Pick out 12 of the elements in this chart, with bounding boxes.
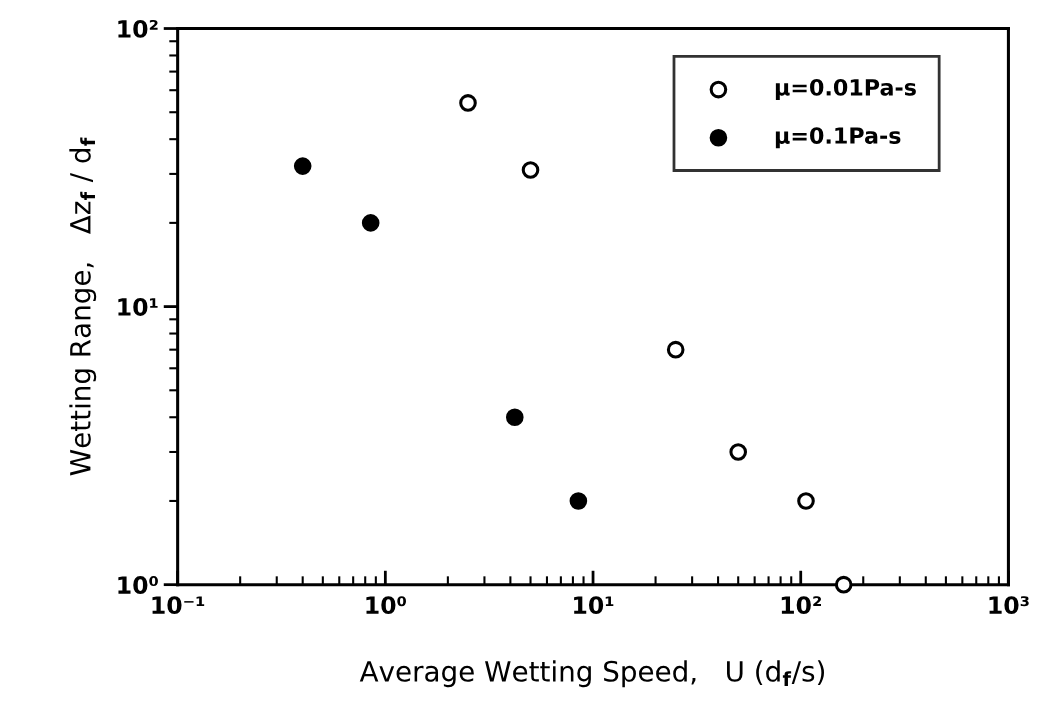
x-tick-label: 10² — [781, 596, 822, 615]
legend-label: μ=0.1Pa-s — [775, 127, 901, 149]
x-tick-label: 10³ — [989, 596, 1029, 615]
y-tick-label: 10² — [118, 19, 158, 38]
y-axis-title: Wetting Range, Δz$_{f}$ / d$_{f}$ — [69, 137, 97, 476]
x-tick-label: 10⁰ — [366, 596, 406, 615]
legend-label: μ=0.01Pa-s — [775, 78, 916, 101]
y-tick-label: 10¹ — [118, 298, 158, 316]
x-tick-label: 10¹ — [574, 596, 614, 615]
x-tick-label: 10⁻¹ — [152, 596, 205, 615]
y-tick-label: 10⁰ — [118, 576, 158, 594]
x-axis-title: Average Wetting Speed, U (d$_{f}$/s) — [359, 660, 825, 688]
